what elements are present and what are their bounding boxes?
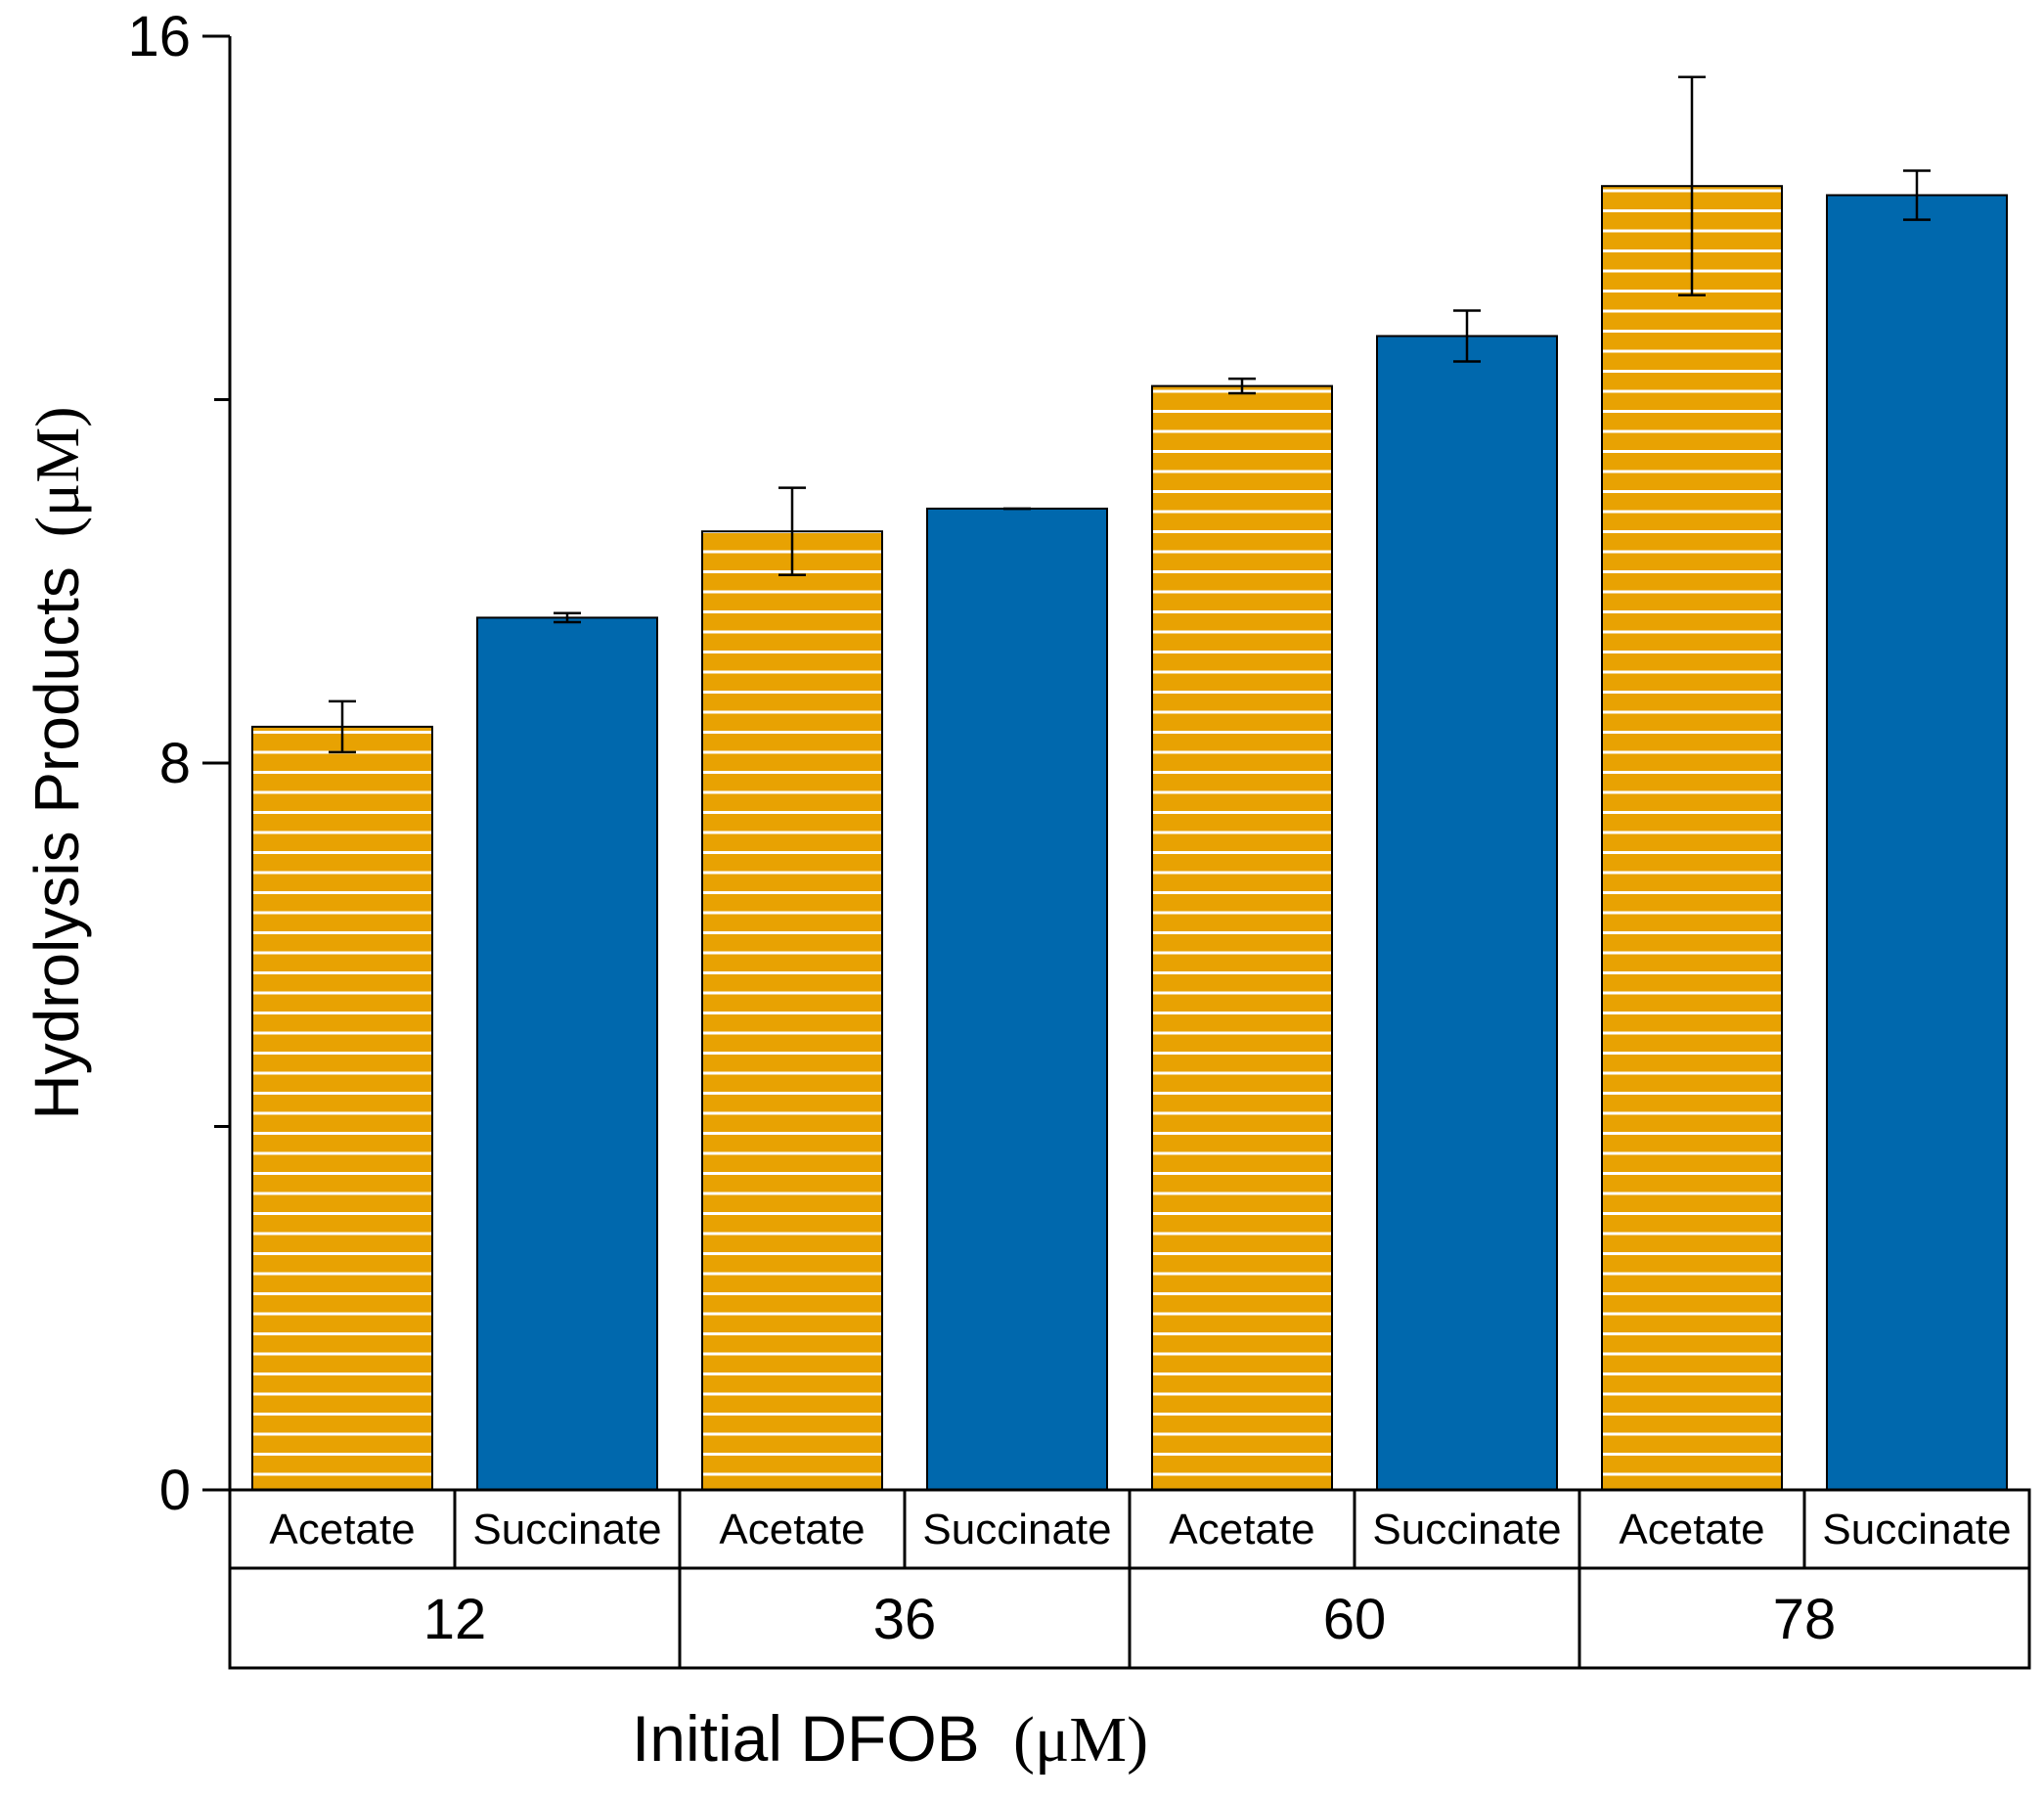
- group-cell-label-60: 60: [1323, 1588, 1387, 1651]
- error-bar-succinate-12: [554, 611, 581, 624]
- group-cell-label-36: 36: [873, 1588, 937, 1651]
- bar-acetate-36: [701, 530, 883, 1491]
- y-ticks-layer: 0 8 16: [127, 5, 230, 1522]
- bar-acetate-12: [251, 725, 433, 1491]
- group-cell-label-12: 12: [423, 1588, 487, 1651]
- bar-succinate-78: [1826, 194, 2008, 1491]
- y-tick-label-8: 8: [159, 732, 191, 795]
- x-axis-label-unit: (μM): [1013, 1704, 1148, 1776]
- y-tick-label-0: 0: [159, 1459, 191, 1522]
- bar-succinate-36: [926, 507, 1108, 1491]
- error-bar-succinate-60: [1453, 309, 1481, 363]
- series-cell-label: Succinate: [1372, 1506, 1561, 1553]
- y-axis-label-unit: (μM): [22, 406, 92, 537]
- error-bar-acetate-60: [1228, 377, 1256, 395]
- bar-succinate-12: [476, 616, 658, 1491]
- bar-acetate-60: [1151, 384, 1333, 1492]
- y-axis-label: Hydrolysis Products (μM): [22, 406, 92, 1119]
- group-cell-78: [1577, 1566, 2031, 1670]
- y-tick-label-16: 16: [127, 5, 191, 68]
- series-cell-label: Acetate: [1169, 1506, 1314, 1553]
- error-bar-acetate-78: [1678, 75, 1706, 296]
- group-cell-label-78: 78: [1773, 1588, 1837, 1651]
- bar-succinate-60: [1376, 335, 1558, 1491]
- bar-acetate-78: [1601, 185, 1783, 1492]
- series-cell-label: Succinate: [922, 1506, 1111, 1553]
- x-axis-label-main: Initial DFOB: [632, 1702, 980, 1775]
- error-bar-acetate-36: [778, 486, 806, 576]
- series-cell-label: Acetate: [269, 1506, 415, 1553]
- x-axis-label: Initial DFOB (μM): [632, 1702, 1148, 1776]
- bars-layer: [251, 185, 2008, 1492]
- series-cell-label: Acetate: [719, 1506, 865, 1553]
- series-cell-label: Succinate: [472, 1506, 661, 1553]
- y-axis-label-main: Hydrolysis Products: [22, 566, 92, 1120]
- error-bar-succinate-78: [1903, 169, 1931, 221]
- series-cell-label: Acetate: [1619, 1506, 1764, 1553]
- error-bars-layer: [329, 75, 1931, 754]
- series-cell-label: Succinate: [1822, 1506, 2011, 1553]
- error-bar-acetate-12: [329, 699, 356, 754]
